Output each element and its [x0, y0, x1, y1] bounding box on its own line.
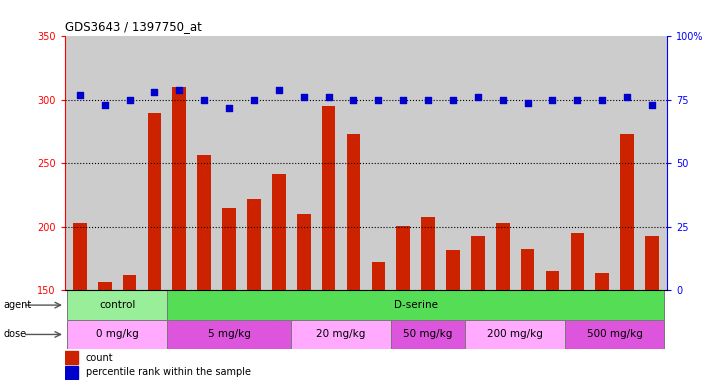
Text: GDS3643 / 1397750_at: GDS3643 / 1397750_at — [65, 20, 202, 33]
Bar — [347, 134, 360, 384]
Bar — [73, 223, 87, 384]
Point — [348, 97, 359, 103]
Bar — [172, 87, 186, 384]
Point — [497, 97, 508, 103]
Point — [99, 102, 110, 108]
Bar — [322, 106, 335, 384]
Bar — [65, 366, 78, 379]
Bar — [123, 275, 136, 384]
Point — [397, 97, 409, 103]
Point — [622, 94, 633, 101]
Point — [646, 102, 658, 108]
Bar — [297, 214, 311, 384]
Text: control: control — [99, 300, 136, 310]
Bar — [546, 271, 559, 384]
Point — [224, 104, 235, 111]
Text: percentile rank within the sample: percentile rank within the sample — [86, 367, 251, 377]
Text: 5 mg/kg: 5 mg/kg — [208, 329, 250, 339]
Point — [74, 92, 86, 98]
Bar — [565, 320, 665, 349]
Point — [547, 97, 558, 103]
Bar — [67, 320, 167, 349]
Bar — [645, 236, 659, 384]
Bar — [397, 226, 410, 384]
Point — [572, 97, 583, 103]
Text: agent: agent — [4, 300, 32, 310]
Bar — [446, 250, 460, 384]
Bar — [247, 199, 261, 384]
Point — [323, 94, 335, 101]
Bar — [521, 248, 534, 384]
Text: 0 mg/kg: 0 mg/kg — [96, 329, 138, 339]
Bar — [167, 320, 291, 349]
Bar — [391, 320, 466, 349]
Text: 50 mg/kg: 50 mg/kg — [404, 329, 453, 339]
Text: 20 mg/kg: 20 mg/kg — [317, 329, 366, 339]
Text: D-serine: D-serine — [394, 300, 438, 310]
Point — [248, 97, 260, 103]
Bar — [421, 217, 435, 384]
Text: dose: dose — [4, 329, 27, 339]
Point — [472, 94, 484, 101]
Bar — [291, 320, 391, 349]
Point — [447, 97, 459, 103]
Bar — [148, 113, 162, 384]
Bar — [570, 233, 584, 384]
Point — [198, 97, 210, 103]
Point — [273, 87, 285, 93]
Bar — [65, 351, 78, 364]
Text: 200 mg/kg: 200 mg/kg — [487, 329, 543, 339]
Bar — [167, 290, 665, 320]
Bar — [471, 236, 485, 384]
Bar — [596, 273, 609, 384]
Bar — [98, 281, 112, 384]
Bar — [272, 174, 286, 384]
Bar — [466, 320, 565, 349]
Text: count: count — [86, 353, 114, 362]
Bar — [371, 263, 385, 384]
Point — [522, 99, 534, 106]
Point — [298, 94, 309, 101]
Bar — [620, 134, 634, 384]
Point — [124, 97, 136, 103]
Text: 500 mg/kg: 500 mg/kg — [587, 329, 642, 339]
Point — [596, 97, 608, 103]
Point — [149, 89, 160, 95]
Point — [174, 87, 185, 93]
Bar — [198, 155, 211, 384]
Point — [373, 97, 384, 103]
Bar — [67, 290, 167, 320]
Point — [423, 97, 434, 103]
Bar — [496, 223, 510, 384]
Bar — [222, 208, 236, 384]
